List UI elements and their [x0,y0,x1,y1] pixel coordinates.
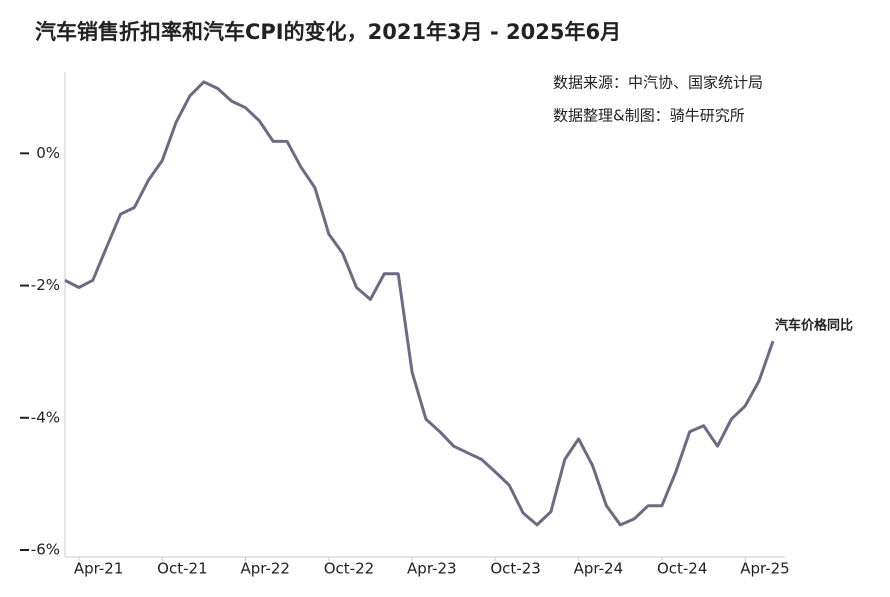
x-tick-label: Apr-23 [407,560,457,578]
x-tick-label: Apr-24 [574,560,624,578]
series-label: 汽车价格同比 [775,318,853,334]
x-tick-label: Oct-21 [157,560,207,578]
x-tick-label: Apr-25 [740,560,790,578]
source-note: 数据来源：中汽协、国家统计局 [553,74,763,92]
x-tick-label: Apr-21 [74,560,124,578]
y-tick-label: 0% [36,144,60,162]
y-tick-label: -2% [31,276,60,294]
credit-note: 数据整理&制图：骑牛研究所 [553,107,745,125]
x-tick-label: Oct-22 [324,560,374,578]
x-tick-label: Apr-22 [240,560,290,578]
x-tick-label: Oct-23 [490,560,540,578]
y-tick-label: -6% [31,541,60,559]
series-line [64,80,775,527]
x-tick-label: Oct-24 [657,560,707,578]
y-tick-label: -4% [31,408,60,426]
chart-title: 汽车销售折扣率和汽车CPI的变化，2021年3月 - 2025年6月 [35,20,621,44]
